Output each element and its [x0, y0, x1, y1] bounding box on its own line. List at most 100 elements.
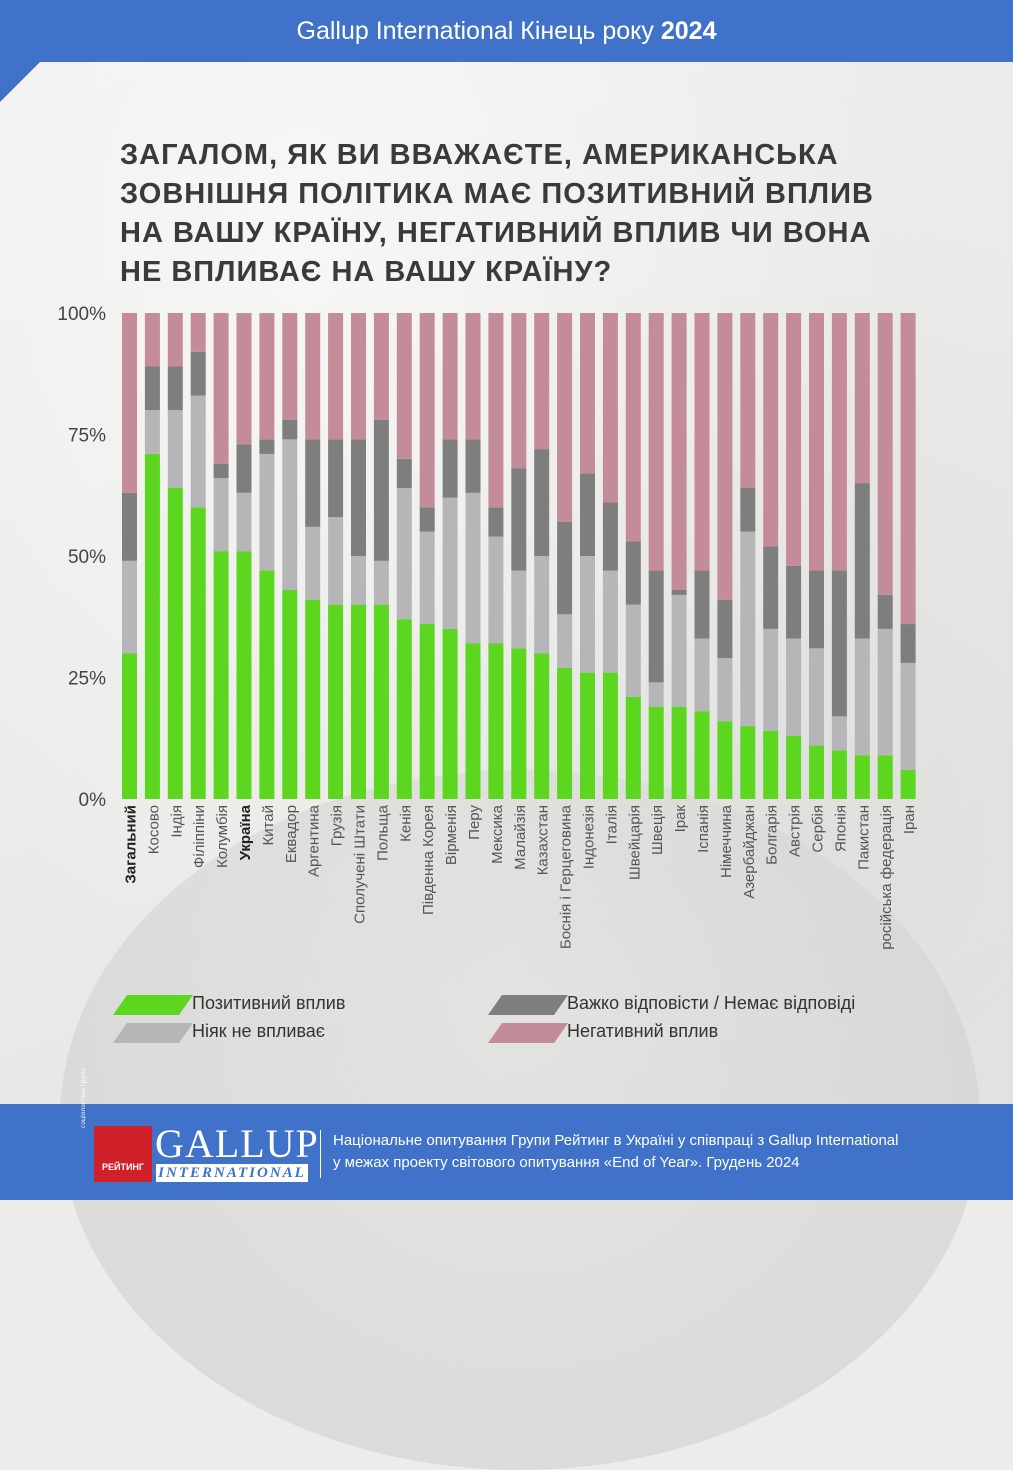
bar-segment-no_effect: [625, 604, 641, 697]
x-tick-label: Сербія: [810, 805, 827, 853]
bar-segment-negative: [648, 313, 664, 571]
bar-segment-positive: [763, 730, 779, 799]
x-tick-label: Ірак: [672, 805, 689, 833]
bar-segment-positive: [190, 507, 206, 799]
bar-segment-negative: [786, 313, 802, 566]
header-year: 2024: [660, 17, 717, 45]
question-line: ЗАГАЛОМ, ЯК ВИ ВВАЖАЄТЕ, АМЕРИКАНСЬКА: [120, 139, 839, 171]
x-tick-label: Азербайджан: [741, 805, 758, 899]
bar-segment-negative: [259, 313, 275, 440]
bar-segment-hard_to_say: [511, 468, 527, 571]
bar-segment-no_effect: [809, 648, 824, 746]
bar-segment-no_effect: [763, 628, 779, 731]
bar-segment-negative: [122, 313, 137, 493]
bar-segment-no_effect: [694, 638, 710, 712]
bar-segment-negative: [694, 313, 710, 571]
bar-segment-hard_to_say: [809, 570, 824, 649]
bar-segment-negative: [328, 313, 344, 440]
x-tick-label: Сполучені Штати: [352, 805, 369, 924]
bar-segment-no_effect: [419, 531, 435, 625]
bar-segment-positive: [717, 721, 733, 799]
bar-segment-hard_to_say: [259, 439, 275, 454]
bar-segment-negative: [488, 313, 504, 508]
bar-segment-no_effect: [259, 453, 275, 571]
x-tick-label: Казахстан: [535, 805, 552, 875]
x-tick-label: Мексика: [489, 804, 506, 864]
bar-segment-negative: [877, 313, 893, 595]
bar-segment-positive: [557, 667, 573, 799]
bar-segment-negative: [465, 313, 481, 440]
x-tick-label: Грузія: [329, 805, 346, 846]
bar-segment-positive: [305, 599, 321, 799]
bar-segment-no_effect: [305, 526, 321, 600]
bar-segment-negative: [602, 313, 618, 503]
x-tick-label: Іран: [901, 805, 918, 834]
bar-segment-no_effect: [190, 395, 206, 508]
footer-line: Національне опитування Групи Рейтинг в У…: [333, 1132, 899, 1149]
bar-segment-negative: [213, 313, 229, 464]
x-tick-label: Загальний: [123, 805, 140, 884]
bar-segment-hard_to_say: [671, 590, 687, 595]
bar-segment-positive: [511, 648, 527, 799]
bar-segment-no_effect: [488, 536, 504, 644]
bar-segment-negative: [717, 313, 733, 600]
footer-divider: [320, 1130, 321, 1178]
question-title: ЗАГАЛОМ, ЯК ВИ ВВАЖАЄТЕ, АМЕРИКАНСЬКА ЗО…: [120, 136, 940, 292]
bar-segment-no_effect: [854, 638, 870, 756]
bar-segment-negative: [831, 313, 847, 571]
bar-segment-negative: [419, 313, 435, 508]
x-tick-label: Польща: [374, 804, 391, 861]
bar-segment-hard_to_say: [213, 463, 229, 479]
y-tick-label: 25%: [68, 669, 106, 690]
x-tick-label: Італія: [603, 805, 620, 844]
bar-segment-negative: [442, 313, 458, 440]
bar-segment-negative: [282, 313, 298, 420]
bar-segment-negative: [625, 313, 641, 542]
bar-segment-hard_to_say: [488, 507, 504, 537]
bar-segment-hard_to_say: [122, 492, 137, 561]
bar-segment-positive: [465, 643, 481, 799]
legend-swatch-negative: [487, 1023, 569, 1043]
bar-segment-hard_to_say: [694, 570, 710, 639]
bar-segment-negative: [557, 313, 573, 522]
bar-segment-positive: [259, 570, 275, 799]
bar-segment-negative: [854, 313, 870, 484]
bar-segment-hard_to_say: [305, 439, 321, 527]
bar-segment-hard_to_say: [602, 502, 618, 571]
legend-swatch-positive: [112, 995, 194, 1015]
bar-segment-positive: [625, 696, 641, 799]
bar-segment-positive: [740, 726, 756, 799]
x-tick-label: Німеччина: [718, 804, 735, 878]
bar-segment-no_effect: [465, 492, 481, 644]
bar-segment-no_effect: [740, 531, 756, 727]
x-tick-label: Південна Корея: [420, 805, 437, 915]
bar-segment-negative: [167, 313, 183, 367]
bar-segment-negative: [534, 313, 550, 450]
x-tick-label: Україна: [237, 804, 254, 860]
header-bar: Gallup International Кінець року 2024: [0, 0, 1013, 62]
gallup-logo: GALLUP: [155, 1121, 319, 1166]
bar-segment-hard_to_say: [854, 483, 870, 639]
bar-segment-no_effect: [557, 614, 573, 668]
bar-segment-positive: [694, 711, 710, 799]
header-title: Gallup International Кінець року 2024: [0, 0, 1013, 62]
x-tick-label: Колумбія: [214, 805, 231, 868]
bar-segment-positive: [328, 604, 344, 799]
bar-segment-no_effect: [786, 638, 802, 736]
bar-segment-no_effect: [328, 517, 344, 605]
bar-segment-no_effect: [580, 556, 595, 673]
stacked-bar-chart: 0% 25% 50% 75% 100% Загальний Косово Індія Філіп…: [57, 304, 918, 950]
x-tick-label: Пакистан: [855, 805, 872, 870]
x-tick-label: Вірменія: [443, 805, 460, 865]
bar-segment-positive: [236, 551, 252, 799]
x-tick-label: Перу: [466, 805, 483, 840]
footer-bar: соціологічна група РЕЙТИНГ GALLUP INTERN…: [0, 1068, 1013, 1200]
header-title-text: Gallup International Кінець року: [296, 17, 654, 45]
bar-segment-positive: [786, 735, 802, 799]
bar-segment-hard_to_say: [282, 419, 298, 440]
logo-small-text: соціологічна група: [80, 1068, 87, 1128]
bar-segment-positive: [167, 487, 183, 799]
bar-segment-negative: [305, 313, 321, 440]
x-tick-label: Індія: [168, 805, 185, 838]
x-tick-label: Китай: [260, 805, 277, 846]
